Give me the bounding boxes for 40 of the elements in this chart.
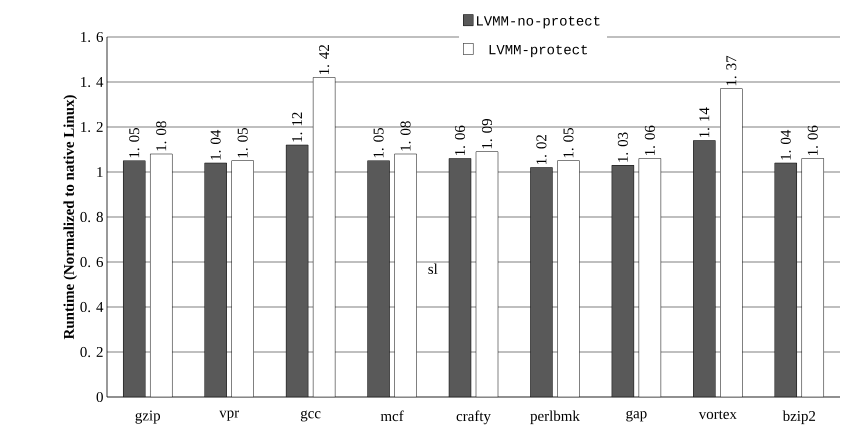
legend-label: LVMM-no-protect [477,16,600,28]
legend-label: LVMM-protect [490,44,587,58]
x-tick-label: vortex [698,410,737,420]
data-label: 1. 04 [780,130,791,160]
y-axis-title: Runtime (Normalized to native Linux) [63,95,77,340]
data-label: 1. 03 [618,132,628,162]
x-tick-label: gap [626,410,647,422]
y-tick-label: 0. 8 [80,212,103,222]
y-tick-label: 1. 4 [81,76,104,88]
x-tick-label: vpr [219,410,239,421]
data-label: 1. 05 [238,128,248,158]
data-label: 1. 08 [400,121,411,150]
data-label: 1. 14 [699,107,710,137]
data-label: 1. 05 [129,128,140,158]
data-label: 1. 06 [644,126,655,155]
y-tick-label: 1. 2 [81,122,103,132]
y-tick-label: 1. 6 [81,32,104,42]
x-tick-label: bzip2 [782,410,816,424]
data-label: 1. 04 [210,130,221,160]
data-label: 1. 06 [808,126,818,155]
data-label: 1. 02 [536,135,547,164]
data-label: 1. 09 [482,119,492,148]
y-tick-label: 0. 4 [80,302,104,312]
y-tick-label: 0. 6 [80,256,104,268]
data-label: 1. 05 [373,128,384,158]
x-tick-label: gzip [136,410,160,424]
x-tick-label: mcf [380,410,404,422]
data-label: 1. 06 [454,126,466,155]
y-tick-label: 1 [97,167,103,177]
data-label: 1. 05 [563,128,574,158]
annotation: sl [428,264,438,274]
y-tick-label: 0. 2 [80,346,103,358]
x-tick-label: gcc [300,410,321,422]
data-label: 1. 12 [292,112,302,142]
y-tick-label: 0 [96,392,103,402]
x-tick-label: crafty [456,410,491,424]
x-tick-label: perlbmk [530,410,580,424]
data-label: 1. 37 [726,56,736,86]
data-label: 1. 42 [319,45,330,74]
data-label: 1. 08 [156,121,166,150]
